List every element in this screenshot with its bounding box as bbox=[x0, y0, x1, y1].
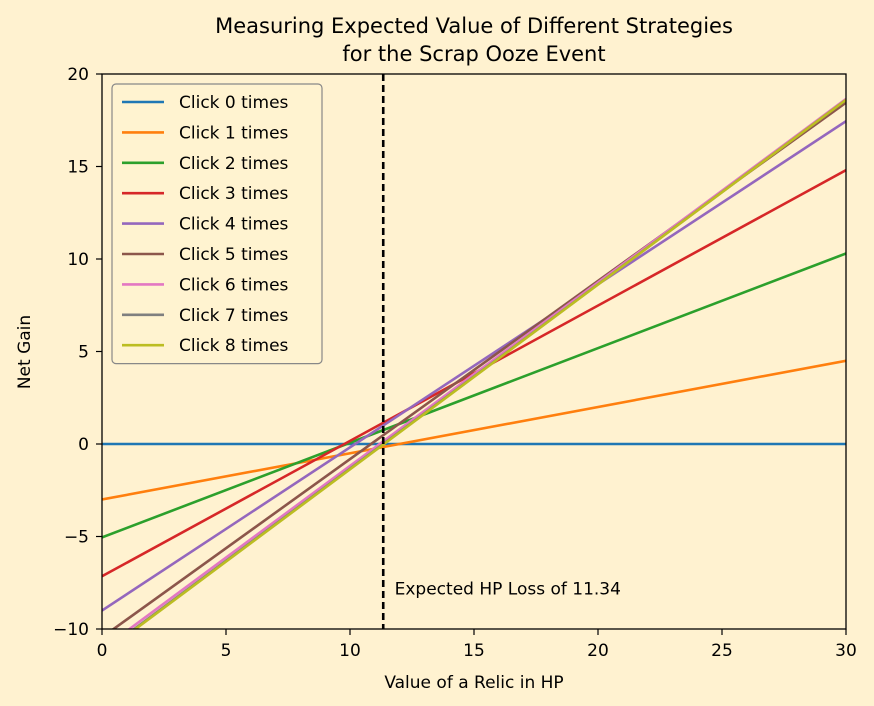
series-line-1 bbox=[102, 359, 846, 501]
x-tick-label: 20 bbox=[587, 641, 609, 661]
x-tick-label: 10 bbox=[339, 641, 361, 661]
y-tick-label: 10 bbox=[67, 250, 89, 270]
legend-label-1: Click 1 times bbox=[179, 123, 289, 143]
y-tick-label: −10 bbox=[53, 620, 89, 640]
y-tick-label: 5 bbox=[78, 343, 89, 363]
x-axis-label: Value of a Relic in HP bbox=[384, 673, 563, 693]
series-line-4 bbox=[102, 120, 846, 612]
chart-title-line2: for the Scrap Ooze Event bbox=[342, 42, 605, 66]
x-tick-label: 30 bbox=[835, 641, 857, 661]
legend-label-4: Click 4 times bbox=[179, 215, 289, 235]
series-layer bbox=[102, 97, 846, 629]
y-tick-label: 15 bbox=[67, 158, 89, 178]
x-tick-label: 5 bbox=[221, 641, 232, 661]
x-tick-label: 25 bbox=[711, 641, 733, 661]
series-line-2 bbox=[102, 252, 846, 539]
y-axis-label: Net Gain bbox=[15, 315, 35, 389]
legend-label-6: Click 6 times bbox=[179, 275, 289, 295]
legend-label-3: Click 3 times bbox=[179, 184, 289, 204]
expected-hp-loss-annotation: Expected HP Loss of 11.34 bbox=[395, 579, 621, 599]
legend-label-8: Click 8 times bbox=[179, 336, 289, 356]
legend-label-7: Click 7 times bbox=[179, 306, 289, 326]
y-tick-label: −5 bbox=[64, 528, 89, 548]
legend: Click 0 times Click 1 times Click 2 times C… bbox=[111, 83, 323, 365]
chart-title-line1: Measuring Expected Value of Different St… bbox=[215, 14, 733, 38]
legend-box bbox=[111, 83, 323, 365]
legend-label-0: Click 0 times bbox=[179, 93, 289, 113]
legend-label-5: Click 5 times bbox=[179, 245, 289, 265]
x-tick-label: 15 bbox=[463, 641, 485, 661]
y-axis-ticks: −10 −5 0 5 10 15 20 bbox=[53, 65, 102, 640]
y-tick-label: 20 bbox=[67, 65, 89, 85]
series-line-8 bbox=[133, 98, 846, 629]
y-tick-label: 0 bbox=[78, 435, 89, 455]
legend-label-2: Click 2 times bbox=[179, 154, 289, 174]
x-axis-ticks: 0 5 10 15 20 25 30 bbox=[97, 629, 857, 661]
x-tick-label: 0 bbox=[97, 641, 108, 661]
